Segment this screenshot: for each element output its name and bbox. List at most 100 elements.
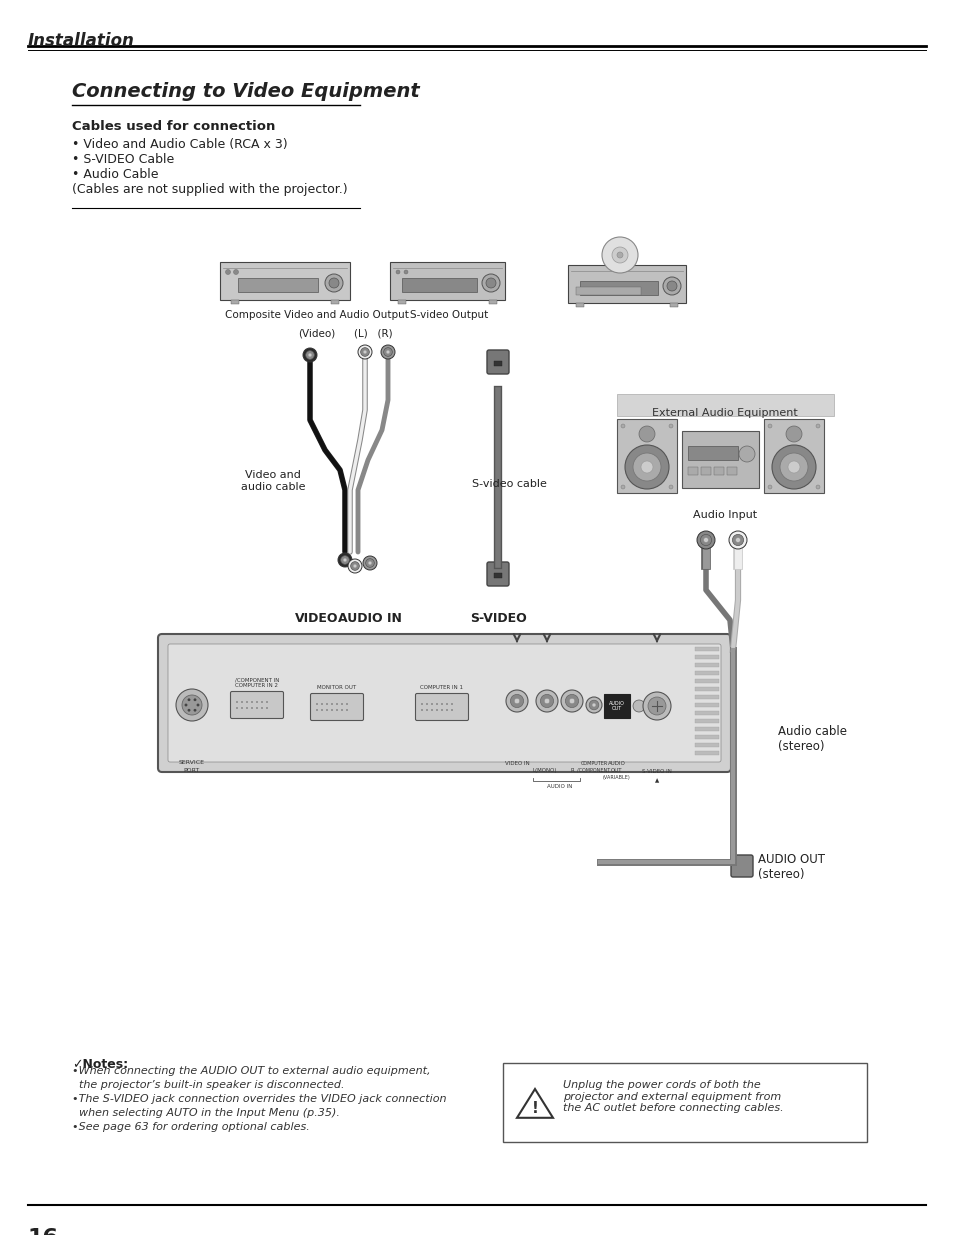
Circle shape [732,535,742,546]
Circle shape [510,694,523,708]
Circle shape [735,537,740,542]
Bar [700,467,710,475]
Text: Audio Input: Audio Input [692,510,757,520]
Circle shape [436,709,437,711]
Text: S-VIDEO: S-VIDEO [470,613,526,625]
Circle shape [321,703,322,705]
FancyBboxPatch shape [763,419,823,493]
Circle shape [315,703,317,705]
Circle shape [446,709,447,711]
Circle shape [697,531,714,550]
Circle shape [246,701,248,703]
Text: AUDIO: AUDIO [607,761,625,766]
Circle shape [182,695,202,715]
Text: (L)   (R): (L) (R) [354,329,393,338]
Circle shape [343,558,347,562]
Bar [494,361,501,366]
Bar [695,751,719,755]
FancyBboxPatch shape [310,694,363,720]
Bar [695,735,719,739]
Circle shape [341,703,342,705]
FancyBboxPatch shape [603,694,629,718]
Text: AUDIO
OUT: AUDIO OUT [608,700,624,711]
Text: COMPUTER: COMPUTER [579,761,607,766]
Text: External Audio Equipment: External Audio Equipment [652,408,797,417]
FancyBboxPatch shape [231,692,283,719]
Circle shape [236,701,237,703]
Circle shape [436,703,437,705]
Text: /COMPONENT IN: /COMPONENT IN [234,678,279,683]
Text: VIDEO IN: VIDEO IN [504,761,529,766]
FancyBboxPatch shape [486,350,509,374]
Circle shape [700,535,711,546]
Bar [494,573,501,578]
Text: AUDIO OUT
(stereo): AUDIO OUT (stereo) [758,853,824,881]
Circle shape [787,461,800,473]
Circle shape [728,531,746,550]
Circle shape [403,270,408,274]
Text: Unplug the power cords of both the
projector and external equipment from
the AC : Unplug the power cords of both the proje… [562,1079,782,1113]
Circle shape [662,277,680,295]
Circle shape [620,424,624,429]
Bar [331,300,338,304]
Circle shape [196,704,199,706]
Bar [401,278,476,291]
Circle shape [236,708,237,709]
Text: S-video cable: S-video cable [472,479,546,489]
Text: /COMPONENT: /COMPONENT [577,767,610,772]
Polygon shape [517,1089,553,1118]
Circle shape [592,703,596,706]
Circle shape [266,701,268,703]
Circle shape [246,708,248,709]
Circle shape [368,561,372,564]
Bar [576,303,583,308]
Text: SERVICE: SERVICE [179,760,205,764]
Text: Connecting to Video Equipment: Connecting to Video Equipment [71,82,419,101]
Text: COMPUTER IN 1: COMPUTER IN 1 [420,685,463,690]
Circle shape [617,252,622,258]
Circle shape [251,708,253,709]
Bar [695,711,719,715]
FancyBboxPatch shape [390,262,504,300]
FancyBboxPatch shape [220,262,350,300]
Circle shape [256,701,257,703]
Circle shape [193,709,196,711]
Text: •See page 63 for ordering optional cables.: •See page 63 for ordering optional cable… [71,1123,310,1132]
Circle shape [261,701,262,703]
Circle shape [426,709,427,711]
Circle shape [601,237,638,273]
Circle shape [360,348,369,357]
Circle shape [383,348,392,357]
Bar [695,679,719,683]
Text: R: R [570,768,574,773]
Circle shape [363,556,376,571]
Bar [489,300,497,304]
Circle shape [815,485,820,489]
Circle shape [365,558,374,567]
Text: !: ! [531,1102,537,1116]
Circle shape [666,282,677,291]
Circle shape [421,709,422,711]
Circle shape [431,703,433,705]
Circle shape [395,270,399,274]
Circle shape [315,709,317,711]
Text: when selecting AUTO in the Input Menu (p.35).: when selecting AUTO in the Input Menu (p… [71,1108,339,1118]
Text: AUDIO IN: AUDIO IN [546,784,572,789]
Text: COMPUTER IN 2: COMPUTER IN 2 [235,683,278,688]
Circle shape [225,269,231,274]
Text: Cables used for connection: Cables used for connection [71,120,275,133]
Circle shape [440,703,442,705]
FancyBboxPatch shape [617,419,677,493]
Circle shape [785,426,801,442]
Text: (Cables are not supplied with the projector.): (Cables are not supplied with the projec… [71,183,347,196]
FancyBboxPatch shape [617,394,833,416]
Bar [576,287,640,295]
Circle shape [386,350,390,354]
Bar [687,467,698,475]
Circle shape [357,345,372,359]
Circle shape [241,701,243,703]
Bar [695,687,719,692]
Text: VIDEO: VIDEO [294,613,338,625]
Circle shape [266,708,268,709]
Text: PORT: PORT [184,768,200,773]
